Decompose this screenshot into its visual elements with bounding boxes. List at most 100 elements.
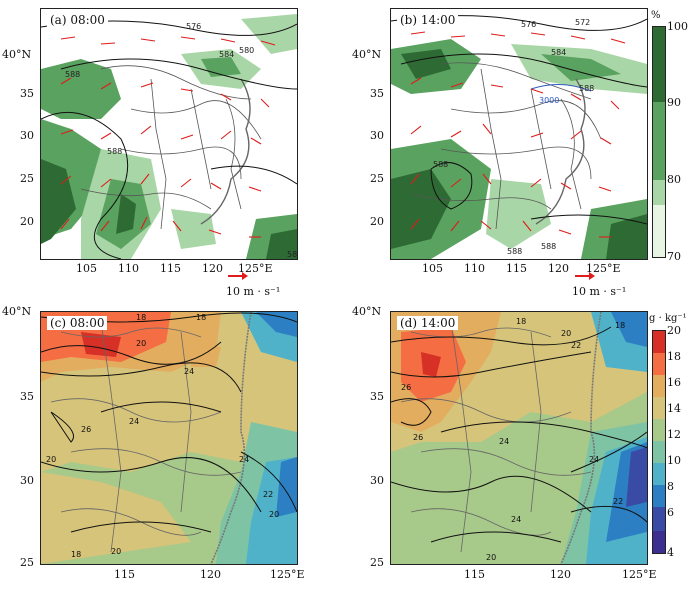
contour-label: 24 (589, 455, 599, 464)
contour-label: 22 (613, 497, 623, 506)
y-tick: 30 (370, 474, 384, 487)
contour-label: 26 (401, 383, 411, 392)
y-tick: 35 (370, 390, 384, 403)
q-colorbar-tick: 14 (667, 402, 681, 415)
x-tick: 105 (422, 262, 443, 275)
contour-label: 22 (571, 341, 581, 350)
x-tick: 110 (464, 262, 485, 275)
x-tick: 120 (200, 568, 221, 581)
x-tick: 125°E (270, 568, 305, 581)
contour-label: 20 (46, 455, 56, 464)
y-tick: 20 (20, 215, 34, 228)
q-colorbar-segment (653, 419, 665, 441)
y-tick: 30 (370, 129, 384, 142)
q-colorbar-unit: g · kg⁻¹ (649, 313, 687, 324)
humidity-colorbar-segment (653, 27, 665, 102)
contour-label: 18 (71, 550, 81, 559)
panel-d-map: 18 20 18 22 26 26 24 24 22 24 20 (391, 312, 647, 564)
humidity-colorbar (652, 26, 666, 258)
contour-label: 20 (111, 547, 121, 556)
contour-label: 580 (239, 46, 254, 55)
x-tick: 120 (202, 262, 223, 275)
q-colorbar-segment (653, 375, 665, 397)
panel-d-label: (d) 14:00 (397, 316, 459, 330)
reference-vector-label-b: 10 m · s⁻¹ (572, 285, 627, 298)
humidity-colorbar-tick: 70 (667, 250, 681, 263)
contour-label: 20 (136, 339, 146, 348)
y-tick: 40°N (2, 48, 32, 61)
q-colorbar-segment (653, 397, 665, 419)
contour-label: 18 (615, 321, 625, 330)
y-tick: 35 (20, 390, 34, 403)
contour-label: 588 (541, 242, 556, 251)
humidity-colorbar-segment (653, 180, 665, 205)
q-colorbar-segment (653, 463, 665, 485)
x-tick: 115 (114, 568, 135, 581)
contour-label: 584 (219, 50, 234, 59)
contour-label: 18 (196, 313, 206, 322)
y-tick: 35 (370, 87, 384, 100)
contour-label: 26 (81, 425, 91, 434)
panel-b-label: (b) 14:00 (397, 13, 459, 27)
x-tick: 105 (76, 262, 97, 275)
x-tick: 120 (548, 262, 569, 275)
q-colorbar-tick: 12 (667, 428, 681, 441)
x-tick: 115 (160, 262, 181, 275)
humidity-colorbar-tick: 100 (667, 20, 688, 33)
contour-label: 588 (287, 250, 297, 259)
q-colorbar-tick: 4 (667, 546, 674, 559)
y-tick: 25 (370, 556, 384, 569)
y-tick: 25 (370, 172, 384, 185)
contour-label: 588 (433, 160, 448, 169)
contour-label: 3000 (539, 96, 559, 105)
contour-label: 20 (561, 329, 571, 338)
panel-d: 18 20 18 22 26 26 24 24 22 24 20 (d) 14:… (390, 311, 648, 565)
panel-b: 576 572 584 588 3000 588 588 588 (b) 14:… (390, 8, 648, 260)
y-tick: 25 (20, 556, 34, 569)
y-tick: 30 (20, 474, 34, 487)
contour-label: 26 (413, 433, 423, 442)
contour-label: 588 (507, 247, 522, 256)
y-tick: 40°N (352, 48, 382, 61)
contour-label: 20 (269, 510, 279, 519)
contour-label: 22 (263, 490, 273, 499)
contour-label: 576 (186, 22, 201, 31)
x-tick: 115 (464, 568, 485, 581)
q-colorbar-tick: 18 (667, 350, 681, 363)
contour-label: 24 (499, 437, 509, 446)
q-colorbar-tick: 10 (667, 454, 681, 467)
q-colorbar-segment (653, 331, 665, 353)
humidity-colorbar-tick: 80 (667, 173, 681, 186)
y-tick: 30 (20, 129, 34, 142)
panel-c-label: (c) 08:00 (47, 316, 108, 330)
contour-label: 20 (486, 553, 496, 562)
x-tick: 115 (506, 262, 527, 275)
reference-vector-arrow-b (575, 272, 595, 280)
q-colorbar (652, 330, 666, 554)
y-tick: 40°N (352, 305, 382, 318)
humidity-colorbar-unit: % (651, 10, 661, 21)
q-colorbar-segment (653, 485, 665, 507)
contour-label: 18 (136, 313, 146, 322)
contour-label: 588 (65, 70, 80, 79)
contour-label: 584 (551, 48, 566, 57)
panel-a-map: 576 580 584 588 588 588 (41, 9, 297, 259)
q-colorbar-tick: 16 (667, 376, 681, 389)
q-colorbar-tick: 6 (667, 506, 674, 519)
panel-c: 18 18 20 24 26 24 24 22 20 18 20 20 (c) … (40, 311, 298, 565)
contour-label: 24 (129, 417, 139, 426)
reference-vector-arrow-a (228, 272, 248, 280)
contour-label: 588 (579, 84, 594, 93)
panel-a-label: (a) 08:00 (47, 13, 108, 27)
contour-label: 24 (511, 515, 521, 524)
y-tick: 25 (20, 172, 34, 185)
q-colorbar-segment (653, 507, 665, 531)
x-tick: 110 (118, 262, 139, 275)
contour-label: 18 (516, 317, 526, 326)
q-colorbar-tick: 8 (667, 480, 674, 493)
y-tick: 40°N (2, 305, 32, 318)
contour-label: 24 (184, 367, 194, 376)
contour-label: 576 (521, 20, 536, 29)
contour-label: 572 (575, 18, 590, 27)
x-tick: 125°E (586, 262, 621, 275)
